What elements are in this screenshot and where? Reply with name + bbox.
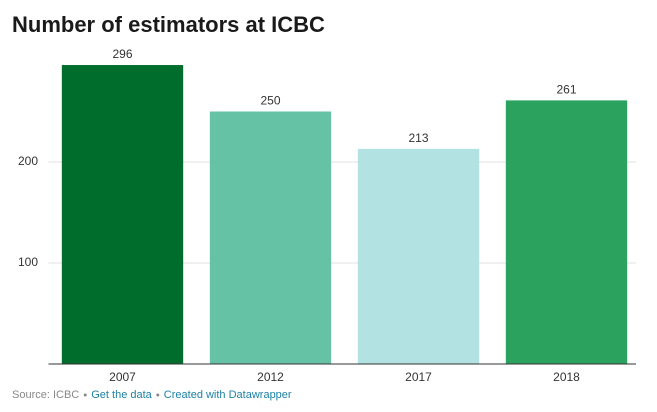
bar	[505, 100, 628, 364]
chart-title: Number of estimators at ICBC	[12, 12, 325, 37]
value-label: 261	[556, 83, 576, 97]
value-label: 296	[112, 47, 132, 61]
x-tick-label: 2017	[405, 370, 432, 384]
value-label: 213	[408, 131, 428, 145]
x-tick-label: 2018	[553, 370, 580, 384]
value-label: 250	[260, 94, 280, 108]
bar	[61, 65, 184, 364]
separator	[83, 393, 87, 397]
footer-link[interactable]: Created with Datawrapper	[164, 389, 292, 401]
separator	[156, 393, 160, 397]
footer-link[interactable]: Get the data	[91, 389, 152, 401]
bar	[209, 111, 332, 364]
x-tick-label: 2007	[109, 370, 136, 384]
y-tick-label: 200	[18, 154, 38, 168]
source: Source: ICBC	[12, 389, 79, 401]
bar	[357, 148, 480, 364]
y-tick-label: 100	[18, 255, 38, 269]
x-tick-label: 2012	[257, 370, 284, 384]
